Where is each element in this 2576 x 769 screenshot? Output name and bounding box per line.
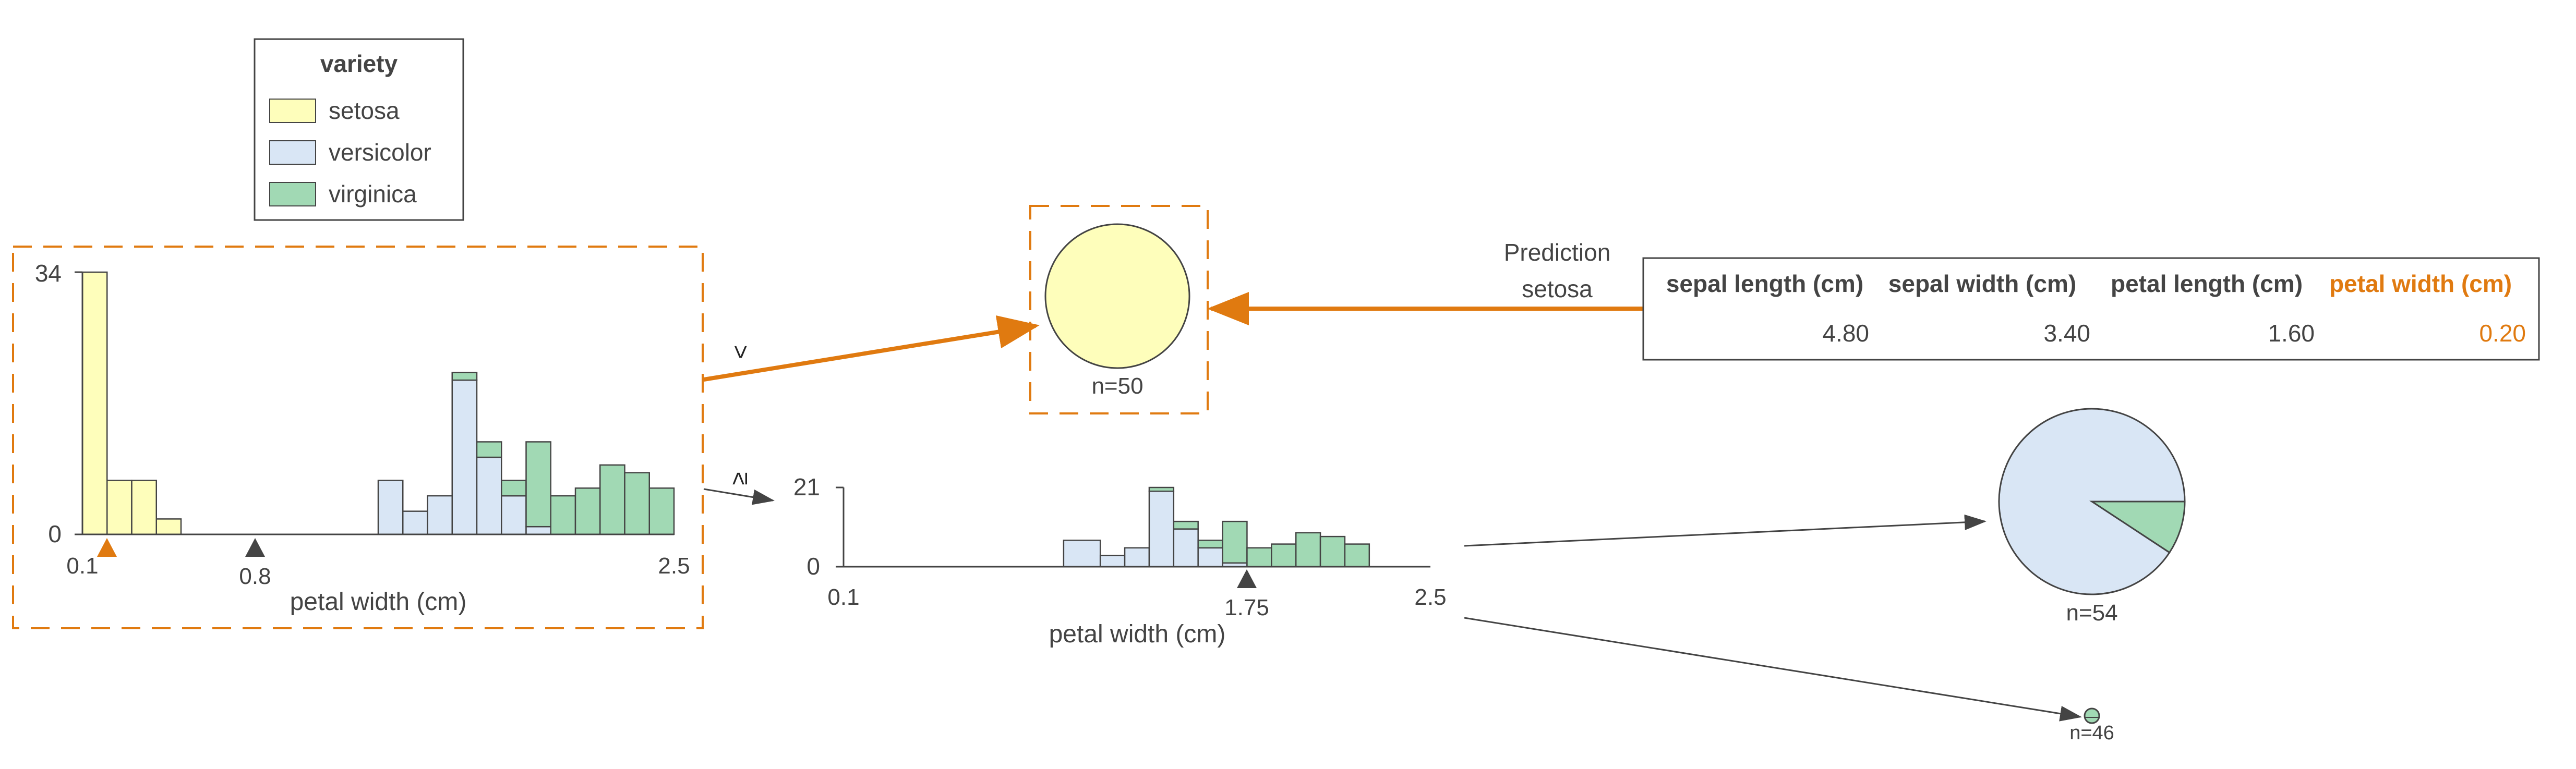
leaf-versicolor-pie [1998,408,2186,595]
instance-value-marker [97,538,117,557]
root-bar-setosa-3 [155,518,182,535]
leaf-virginica-pie [2084,707,2100,724]
root-bar-versicolor-17 [501,495,527,535]
root-bar-setosa-1 [106,480,133,535]
internal-bar-versicolor-3 [1148,490,1175,568]
instance-value-petal-length: 1.60 [2268,320,2315,347]
internal-x-tick-label-max: 2.5 [1414,584,1446,610]
edge-root-to-setosa-leaf [703,315,1040,382]
root-node-highlight-frame [12,246,704,629]
root-bar-versicolor-12 [377,480,404,535]
edge-label-greater-equal: ≥ [725,472,752,485]
internal-histogram [1063,486,1370,568]
internal-bar-versicolor-4 [1173,528,1199,568]
internal-bar-versicolor-1 [1099,555,1126,568]
prediction-class: setosa [1522,275,1593,302]
root-bar-setosa-0 [81,271,108,535]
root-x-tick-label-min: 0.1 [66,553,98,579]
instance-value-sepal-length: 4.80 [1822,320,1869,347]
root-bar-virginica-22 [624,472,650,535]
leaf-versicolor: n=54 [1998,408,2186,626]
legend: variety setosa versicolor virginica [254,38,464,221]
instance-value-petal-width: 0.20 [2479,320,2526,347]
legend-swatch-versicolor [269,140,316,165]
root-bar-virginica-20 [574,487,601,535]
internal-bar-virginica-11 [1344,543,1370,568]
leaf-setosa-count: n=50 [1091,373,1143,399]
leaf-pie-slice-virginica [2089,501,2186,554]
internal-x-tick-label-split: 1.75 [1224,595,1269,620]
edge-label-less-than: < [727,345,754,359]
root-y-tick-label-max: 34 [35,260,62,287]
internal-bar-virginica-9 [1295,532,1321,568]
internal-bar-versicolor-0 [1063,540,1101,568]
root-y-tick-label-zero: 0 [48,520,62,547]
internal-y-tick-label-zero: 0 [806,553,820,580]
leaf-pie-slice-versicolor [1998,408,2186,595]
root-bar-virginica-15 [451,372,478,381]
leaf-versicolor-count: n=54 [2066,600,2117,626]
root-bar-setosa-2 [131,480,157,535]
leaf-virginica-count: n=46 [2069,722,2114,744]
internal-bar-virginica-3 [1148,486,1175,492]
internal-node: 21 0 0.1 1.75 2.5 petal width (cm) [793,473,1447,648]
root-x-tick-label-split: 0.8 [239,564,271,589]
internal-bar-virginica-4 [1173,520,1199,530]
legend-swatch-virginica [269,182,316,206]
root-bar-versicolor-13 [402,510,428,535]
leaf-setosa-pie [1044,223,1190,369]
legend-label-setosa: setosa [329,97,400,124]
instance-header-petal-width: petal width (cm) [2329,270,2512,297]
legend-label-versicolor: versicolor [329,139,431,166]
root-bar-virginica-23 [648,487,675,535]
internal-split-marker [1237,569,1257,588]
root-node: 34 0 0.1 0.8 2.5 petal width (cm) [12,246,704,629]
root-x-axis-label: petal width (cm) [290,588,467,616]
internal-bar-virginica-10 [1319,535,1346,568]
leaf-virginica: n=46 [2069,707,2114,744]
instance-header-petal-length: petal length (cm) [2111,270,2303,297]
root-bar-virginica-16 [476,441,502,458]
legend-swatch-setosa [269,99,316,123]
prediction-label: Prediction [1504,239,1611,266]
root-bar-versicolor-16 [476,456,502,535]
instance-table-box [1642,257,2540,361]
root-bar-versicolor-15 [451,379,478,535]
edge-internal-to-virginica-leaf [1464,617,2082,722]
internal-bar-virginica-8 [1271,543,1297,568]
internal-x-axis-label: petal width (cm) [1049,620,1226,648]
root-bar-versicolor-14 [427,495,453,535]
root-split-marker [245,538,265,557]
root-bar-virginica-17 [501,480,527,497]
legend-label-virginica: virginica [329,180,417,207]
internal-y-tick-label-max: 21 [793,473,820,501]
internal-x-tick-label-min: 0.1 [827,584,859,610]
instance-header-sepal-width: sepal width (cm) [1888,270,2076,297]
instance-table: sepal length (cm) sepal width (cm) petal… [1642,257,2540,361]
internal-bar-virginica-5 [1197,540,1223,549]
instance-value-sepal-width: 3.40 [2043,320,2090,347]
internal-bar-virginica-6 [1222,520,1248,564]
legend-title: variety [320,50,398,77]
edge-internal-to-versicolor-leaf [1464,514,1987,547]
root-bar-virginica-21 [599,464,625,535]
internal-bar-virginica-7 [1246,547,1272,568]
leaf-setosa: n=50 [1029,205,1209,414]
root-histogram [81,271,675,535]
root-bar-virginica-18 [525,441,551,528]
root-bar-virginica-19 [550,495,576,535]
root-x-tick-label-max: 2.5 [658,553,690,579]
edge-root-to-internal-node [703,488,775,505]
internal-bar-versicolor-2 [1124,547,1150,568]
internal-bar-versicolor-5 [1197,547,1223,568]
root-bar-versicolor-18 [525,526,551,535]
instance-header-sepal-length: sepal length (cm) [1666,270,1863,297]
